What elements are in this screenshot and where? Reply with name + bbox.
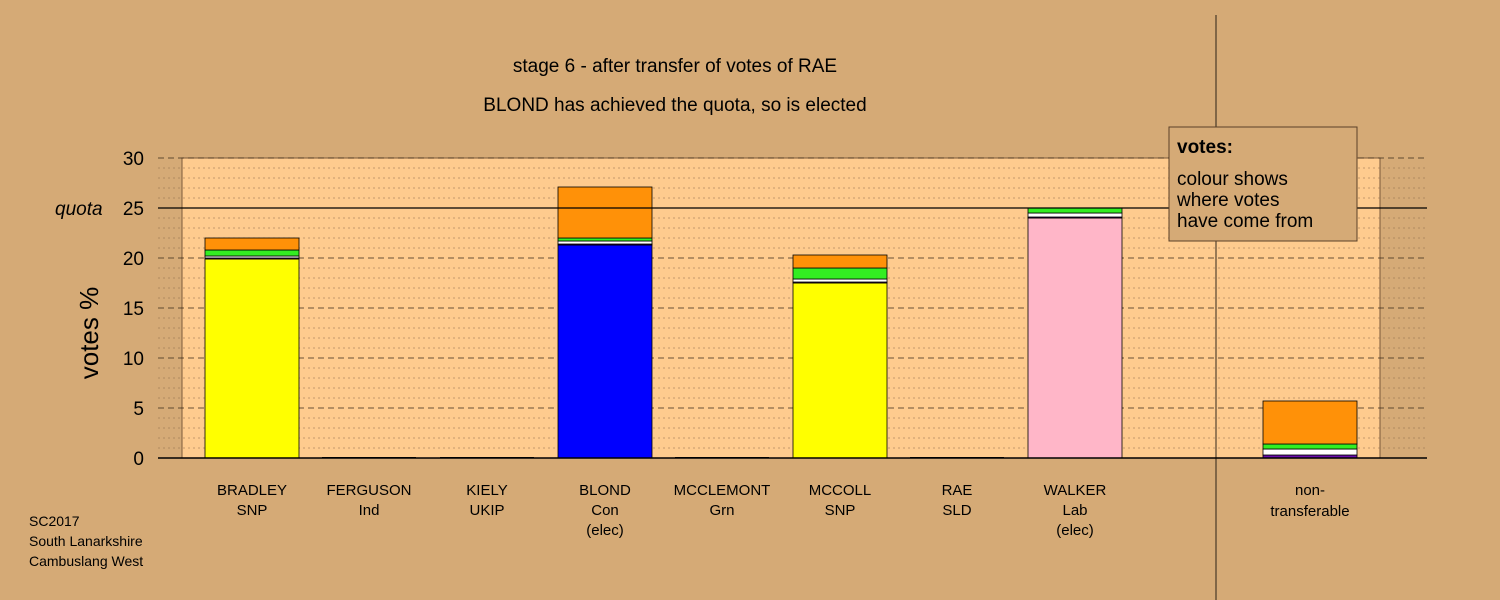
bar-segment-snp xyxy=(792,282,888,459)
chart-subtitle: BLOND has achieved the quota, so is elec… xyxy=(483,95,866,116)
bar-segment-grn xyxy=(557,237,653,242)
category-elected-label: (elec) xyxy=(1056,522,1094,539)
bar-segment-lab xyxy=(1027,217,1123,459)
category-name-label: MCCLEMONT xyxy=(674,482,771,499)
category-party-label: transferable xyxy=(1270,503,1349,520)
category-party-label: Grn xyxy=(709,502,734,519)
bar-segment-ind xyxy=(792,278,888,283)
category-name-label: KIELY xyxy=(466,482,507,499)
category-party-label: Lab xyxy=(1062,502,1087,519)
legend-box: votes: colour shows where votes have com… xyxy=(1168,126,1358,242)
bar-segment-con xyxy=(557,244,653,459)
bar-segment-grn xyxy=(1027,207,1123,214)
legend-frame xyxy=(1168,126,1358,242)
y-tick-label: 25 xyxy=(123,199,144,220)
category-party-label: SNP xyxy=(237,502,268,519)
category-party-label: UKIP xyxy=(469,502,504,519)
category-name-label: MCCOLL xyxy=(809,482,872,499)
footer-election: SC2017 xyxy=(29,513,80,529)
y-tick-label: 10 xyxy=(123,349,144,370)
category-name-label: WALKER xyxy=(1044,482,1107,499)
bar-segment-sld xyxy=(1262,400,1358,445)
bar-segment-sld xyxy=(792,254,888,269)
legend-line-3: have come from xyxy=(1177,211,1313,232)
bar-segment-grn xyxy=(792,267,888,280)
category-party-label: SLD xyxy=(942,502,971,519)
legend-heading: votes: xyxy=(1177,137,1233,158)
bar-segment-sld xyxy=(557,186,653,239)
bar-segment-grn xyxy=(204,249,300,257)
category-name-label: FERGUSON xyxy=(326,482,411,499)
chart-title: stage 6 - after transfer of votes of RAE xyxy=(513,56,837,77)
category-elected-label: (elec) xyxy=(586,522,624,539)
category-party-label: Ind xyxy=(359,502,380,519)
y-tick-label: 5 xyxy=(133,399,144,420)
bar-segment-ind xyxy=(1027,212,1123,218)
y-tick-label: 20 xyxy=(123,249,144,270)
bar-segment-ind xyxy=(557,240,653,245)
category-name-label: non- xyxy=(1295,482,1325,499)
footer-council: South Lanarkshire xyxy=(29,533,143,549)
category-party-label: SNP xyxy=(825,502,856,519)
category-name-label: RAE xyxy=(942,482,973,499)
bar-segment-grn xyxy=(1262,443,1358,450)
legend-line-2: where votes xyxy=(1176,190,1279,211)
y-tick-label: 0 xyxy=(133,449,144,470)
category-name-label: BLOND xyxy=(579,482,631,499)
y-axis-label: votes % xyxy=(74,287,104,380)
quota-label: quota xyxy=(55,199,103,220)
bar-segment-sld xyxy=(204,237,300,251)
bar-segment-snp xyxy=(204,258,300,459)
bar-segment-ind xyxy=(1262,448,1358,456)
y-tick-label: 15 xyxy=(123,299,144,320)
footer-ward: Cambuslang West xyxy=(29,553,143,569)
legend-line-1: colour shows xyxy=(1177,169,1288,190)
category-party-label: Con xyxy=(591,502,619,519)
category-name-label: BRADLEY xyxy=(217,482,287,499)
y-tick-label: 30 xyxy=(123,149,144,170)
